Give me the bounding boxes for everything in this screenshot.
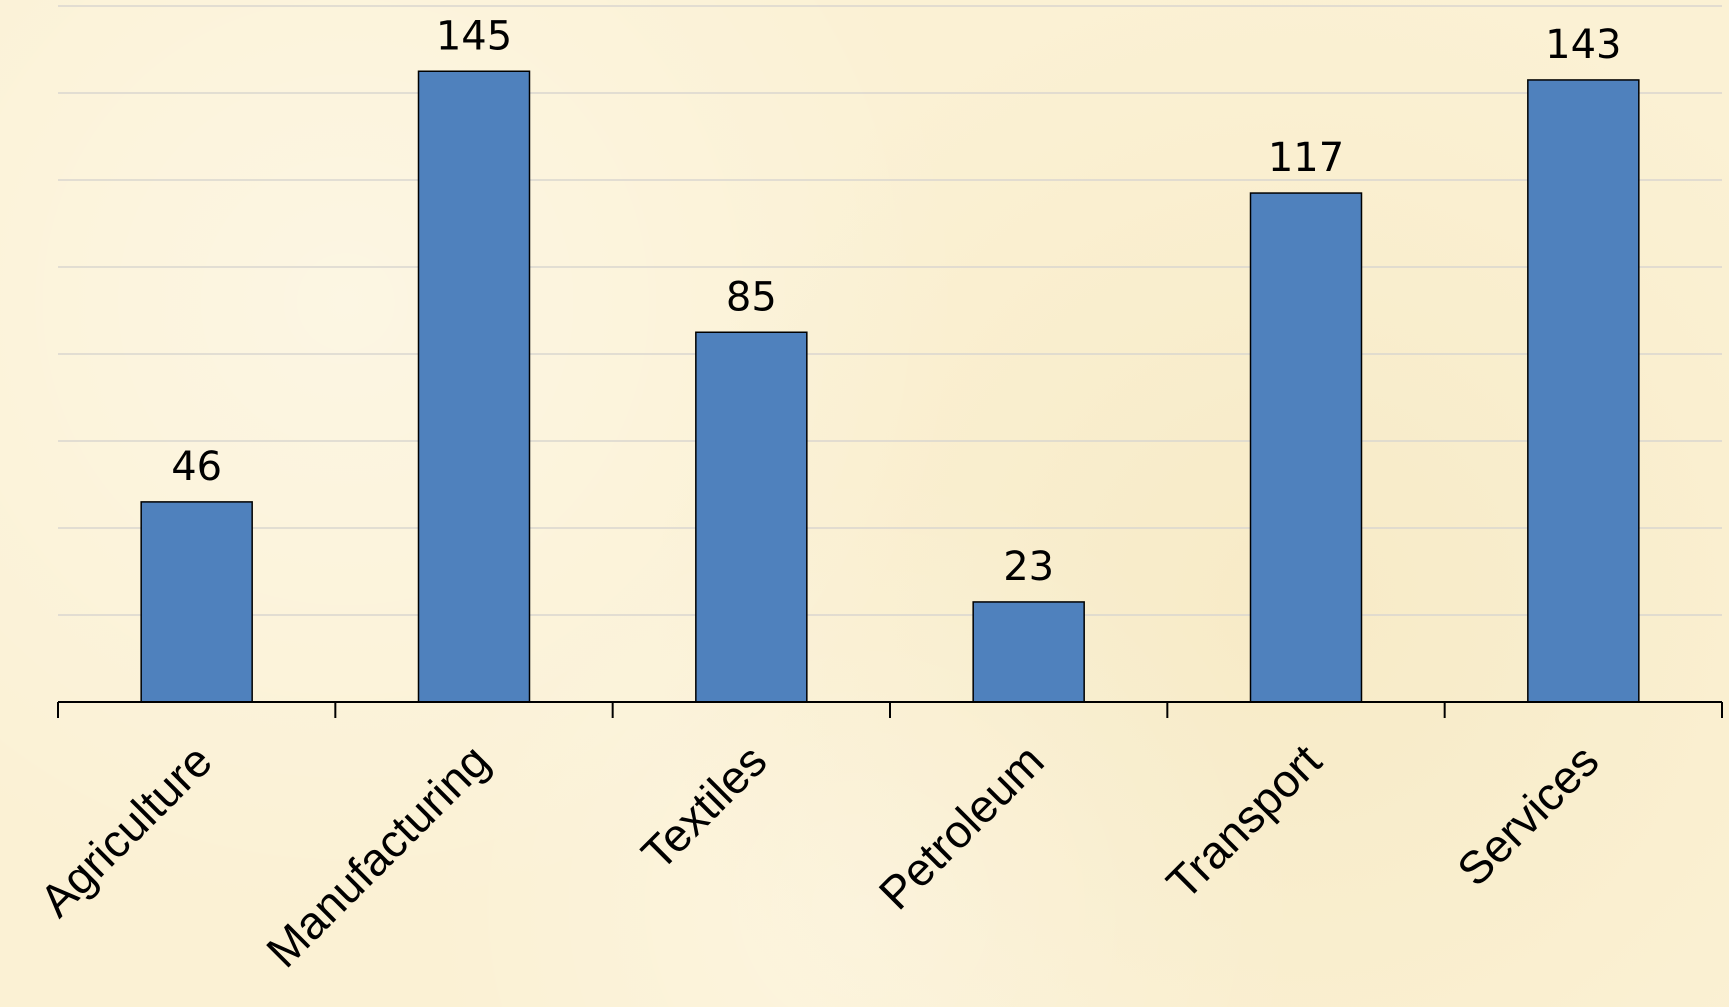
data-label-manufacturing: 145	[436, 13, 512, 59]
data-labels: 46 145 85 23 117 143	[171, 13, 1621, 590]
category-label-petroleum: Petroleum	[869, 734, 1054, 919]
bars	[140, 70, 1640, 703]
data-label-transport: 117	[1268, 135, 1344, 181]
bar-agriculture	[140, 501, 253, 703]
bar-services	[1527, 79, 1640, 703]
bar-petroleum	[972, 601, 1085, 703]
gridlines	[58, 5, 1722, 616]
category-label-transport: Transport	[1156, 734, 1331, 909]
category-labels: Agriculture Manufacturing Textiles Petroleu…	[29, 734, 1608, 977]
bar-manufacturing	[417, 70, 531, 703]
category-label-textiles: Textiles	[631, 734, 776, 879]
category-label-agriculture: Agriculture	[29, 734, 221, 926]
bar-transport	[1249, 192, 1363, 703]
data-label-services: 143	[1545, 22, 1621, 68]
data-label-agriculture: 46	[171, 444, 222, 490]
x-axis	[57, 701, 1723, 718]
category-label-manufacturing: Manufacturing	[256, 734, 499, 977]
bar-textiles	[695, 331, 808, 703]
data-label-textiles: 85	[726, 274, 777, 320]
category-label-services: Services	[1447, 734, 1608, 895]
data-label-petroleum: 23	[1003, 544, 1054, 590]
